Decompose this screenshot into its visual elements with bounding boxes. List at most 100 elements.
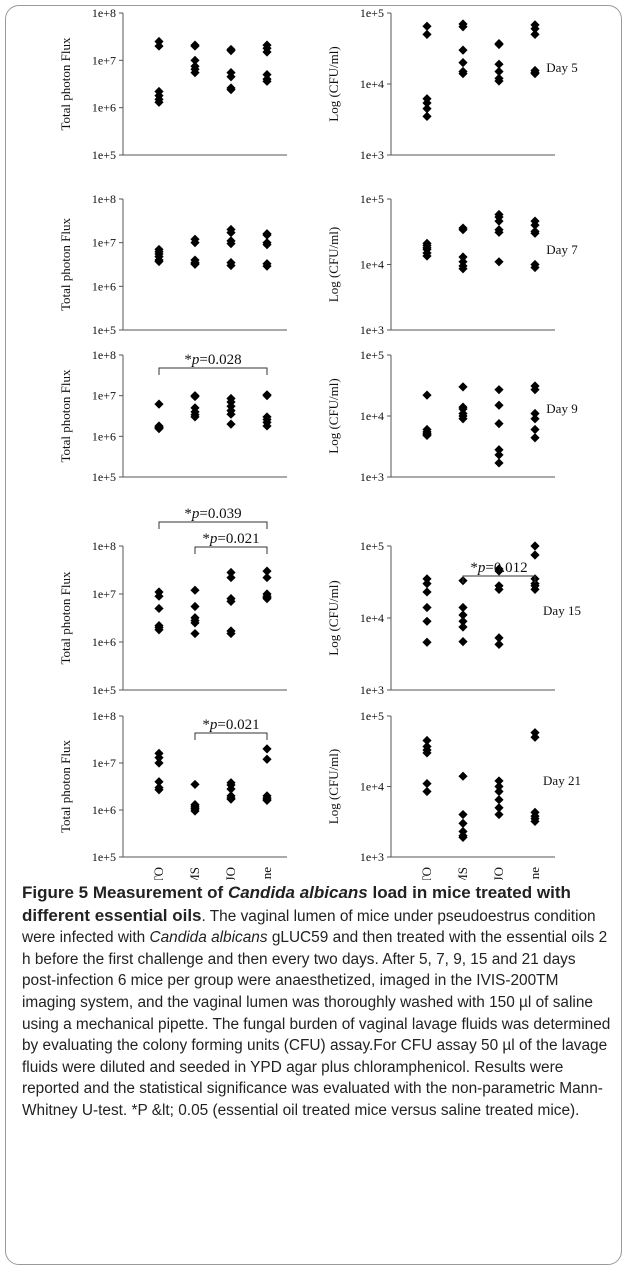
data-point-tto: [154, 423, 164, 434]
data-point-jo: [226, 794, 236, 804]
data-point-eoms: [458, 225, 468, 235]
y-tick-label: 1e+4: [360, 611, 384, 625]
day-label: Day 21: [543, 773, 581, 788]
y-axis-label: Total photon Flux: [58, 218, 73, 311]
y-tick-label: 1e+8: [92, 539, 116, 553]
data-point-tto: [422, 735, 432, 746]
data-point-jo: [494, 400, 504, 410]
data-point-jo: [494, 566, 504, 576]
significance-label: *p=0.028: [184, 352, 241, 368]
y-tick-label: 1e+3: [360, 850, 384, 864]
data-point-jo: [494, 633, 504, 643]
data-point-saline: [530, 385, 540, 395]
data-point-saline: [262, 47, 272, 57]
y-tick-label: 1e+3: [360, 148, 384, 162]
y-tick-label: 1e+5: [92, 683, 116, 697]
panel-flux-day9: 1e+5 1e+6 1e+7 1e+8 Total photon Flux *p=0.02…: [58, 348, 287, 484]
data-point-saline: [530, 732, 540, 742]
data-point-jo: [226, 72, 236, 82]
data-point-eoms: [458, 602, 468, 613]
data-point-eoms: [190, 412, 200, 422]
y-tick-label: 1e+3: [360, 470, 384, 484]
category-label: EOMS: [187, 867, 202, 880]
y-tick-label: 1e+6: [92, 803, 116, 817]
data-point-tto: [422, 21, 432, 31]
data-point-eoms: [458, 818, 468, 828]
data-point-tto: [154, 591, 164, 601]
data-point-jo: [494, 786, 504, 797]
data-point-saline: [530, 433, 540, 443]
data-point-tto: [154, 97, 164, 107]
data-point-eoms: [190, 391, 200, 402]
data-point-eoms: [190, 779, 200, 790]
data-point-tto: [154, 758, 164, 768]
data-point-jo: [494, 584, 504, 594]
y-tick-label: 1e+7: [92, 587, 116, 601]
panel-cfu-day7: 1e+3 1e+4 1e+5 Log (CFU/ml) Day 7: [326, 192, 578, 337]
caption-body-part-2: gLUC59 and then treated with the essenti…: [22, 929, 611, 1119]
y-axis-label: Total photon Flux: [58, 37, 73, 130]
significance-label: *p=0.021: [202, 531, 259, 547]
data-point-eoms: [458, 414, 468, 424]
y-tick-label: 1e+5: [92, 470, 116, 484]
y-axis-label: Log (CFU/ml): [326, 378, 341, 453]
y-axis-label: Log (CFU/ml): [326, 580, 341, 655]
data-point-jo: [494, 458, 504, 468]
data-point-saline: [530, 262, 540, 273]
category-label: EOMS: [455, 867, 470, 880]
data-point-saline: [530, 69, 540, 79]
category-label: Saline: [527, 867, 542, 880]
y-tick-label: 1e+4: [360, 409, 384, 423]
data-point-saline: [262, 230, 272, 240]
data-point-eoms: [190, 806, 200, 816]
data-point-tto: [422, 587, 432, 597]
data-point-eoms: [458, 616, 468, 626]
data-point-jo: [226, 419, 236, 429]
data-point-eoms: [190, 55, 200, 65]
data-point-tto: [422, 111, 432, 121]
significance-label: *p=0.021: [202, 717, 259, 733]
data-point-jo: [494, 385, 504, 395]
data-point-tto: [422, 251, 432, 261]
day-label: Day 5: [546, 60, 577, 75]
significance-label: *p=0.012: [470, 560, 527, 576]
data-point-eoms: [190, 41, 200, 51]
y-tick-label: 1e+5: [360, 6, 384, 20]
data-point-jo: [226, 260, 236, 271]
panel-cfu-day9: 1e+3 1e+4 1e+5 Log (CFU/ml) Day 9: [326, 348, 578, 484]
data-point-tto: [422, 430, 432, 441]
data-point-eoms: [190, 628, 200, 639]
y-tick-label: 1e+7: [92, 389, 116, 403]
y-tick-label: 1e+5: [92, 850, 116, 864]
data-point-jo: [226, 239, 236, 249]
data-point-tto: [154, 41, 164, 51]
caption-title-part-1: Figure 5 Measurement of: [22, 883, 228, 902]
data-point-saline: [530, 550, 540, 560]
data-point-eoms: [458, 58, 468, 68]
data-point-tto: [422, 602, 432, 613]
data-point-eoms: [190, 68, 200, 78]
y-tick-label: 1e+8: [92, 6, 116, 20]
data-point-jo: [494, 803, 504, 813]
y-tick-label: 1e+4: [360, 780, 384, 794]
data-point-tto: [154, 777, 164, 787]
panel-cfu-day21: 1e+3 1e+4 1e+5 Log (CFU/ml) Day 21 TTO EOMS JO S…: [326, 709, 581, 880]
data-point-jo: [494, 216, 504, 226]
data-point-eoms: [458, 252, 468, 262]
figure-caption: Figure 5 Measurement of Candida albicans…: [22, 882, 612, 1122]
data-point-jo: [226, 596, 236, 607]
day-label: Day 7: [546, 242, 578, 257]
data-point-saline: [530, 424, 540, 435]
data-point-tto: [154, 399, 164, 409]
data-point-tto: [154, 625, 164, 635]
data-point-jo: [494, 227, 504, 237]
data-point-jo: [494, 450, 504, 460]
data-point-saline: [262, 391, 272, 401]
data-point-jo: [494, 795, 504, 805]
data-point-eoms: [190, 601, 200, 612]
data-point-saline: [530, 541, 540, 551]
y-tick-label: 1e+5: [360, 709, 384, 723]
data-point-saline: [262, 795, 272, 806]
data-point-saline: [530, 584, 540, 594]
